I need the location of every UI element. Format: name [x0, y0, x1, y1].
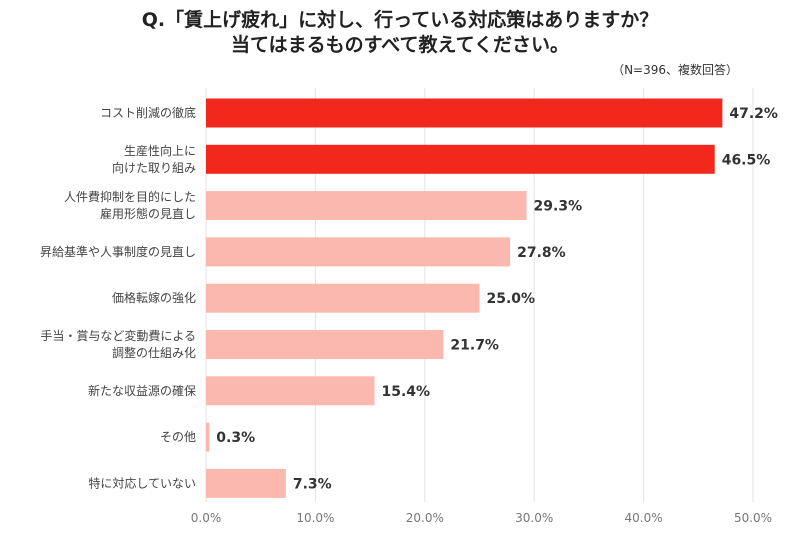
data-label: 15.4% — [381, 384, 430, 400]
bar — [206, 144, 715, 174]
category-label: 昇給基準や人事制度の見直し — [40, 244, 196, 259]
category-label: 価格転嫁の強化 — [112, 290, 196, 305]
category-label: コスト削減の徹底 — [100, 105, 196, 120]
data-label: 21.7% — [450, 338, 499, 354]
data-label: 46.5% — [722, 152, 771, 168]
bar — [206, 422, 210, 452]
bar — [206, 468, 286, 498]
chart-title-line-1: Q.「賃上げ疲れ」に対し、行っている対応策はありますか？ — [141, 9, 659, 31]
bar — [206, 98, 723, 128]
category-label: 手当・賞与など変動費による調整の仕組み化 — [40, 328, 196, 360]
data-label: 7.3% — [293, 476, 332, 492]
category-label: その他 — [160, 430, 196, 444]
data-label: 0.3% — [216, 430, 255, 446]
bar — [206, 376, 375, 406]
bar — [206, 191, 527, 221]
x-tick-label: 0.0% — [191, 511, 222, 525]
data-label: 29.3% — [534, 199, 583, 215]
x-tick-label: 10.0% — [296, 511, 334, 525]
sample-note: （N=396、複数回答） — [612, 63, 738, 77]
data-label: 25.0% — [487, 291, 536, 307]
category-label: 人件費抑制を目的にした雇用形態の見直し — [64, 189, 196, 221]
x-tick-label: 40.0% — [625, 511, 663, 525]
bar — [206, 283, 480, 313]
x-tick-label: 50.0% — [734, 511, 772, 525]
bar — [206, 330, 444, 359]
bar — [206, 237, 511, 267]
data-label: 47.2% — [729, 106, 778, 122]
data-label: 27.8% — [517, 245, 566, 261]
x-tick-label: 30.0% — [515, 511, 553, 525]
chart-title-line-2: 当てはまるものすべて教えてください。 — [230, 34, 569, 56]
x-tick-label: 20.0% — [406, 511, 444, 525]
category-label: 特に対応していない — [88, 475, 196, 490]
category-label: 新たな収益源の確保 — [88, 383, 196, 398]
category-label: 生産性向上に向けた取り組み — [112, 143, 196, 175]
